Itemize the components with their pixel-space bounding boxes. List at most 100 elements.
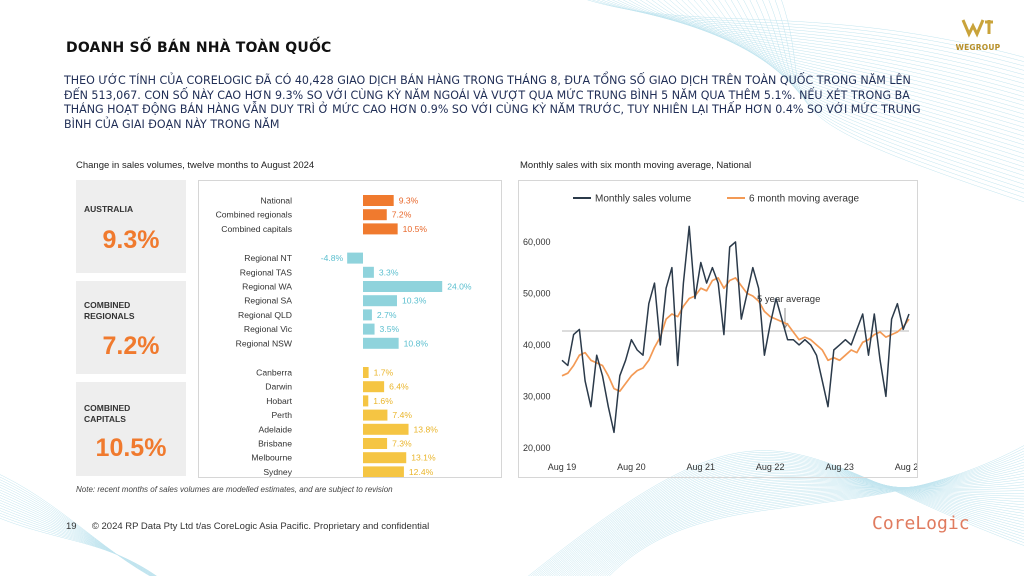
wave-line bbox=[565, 476, 1024, 576]
bar-value-label: 3.3% bbox=[379, 267, 399, 277]
wave-line bbox=[606, 0, 1024, 76]
wave-line bbox=[749, 0, 1024, 181]
kpi-combined-capitals: COMBINED CAPITALS 10.5% bbox=[76, 382, 186, 476]
bar-category-label: Regional NSW bbox=[236, 338, 293, 348]
x-tick-label: Aug 24 bbox=[895, 462, 917, 472]
bar-value-label: 10.8% bbox=[404, 338, 429, 348]
bar-value-label: 10.3% bbox=[402, 296, 427, 306]
wave-line bbox=[551, 466, 1024, 576]
wave-line bbox=[601, 0, 1024, 71]
bar bbox=[363, 452, 407, 464]
bar-value-label: 7.4% bbox=[392, 410, 412, 420]
reference-line-label: 5 year average bbox=[757, 294, 820, 305]
wave-line bbox=[0, 517, 157, 576]
bar-value-label: 13.8% bbox=[414, 424, 439, 434]
wave-line bbox=[0, 510, 156, 576]
wave-line bbox=[730, 0, 1024, 168]
wave-line bbox=[574, 482, 1024, 576]
wave-line bbox=[535, 455, 1024, 576]
x-tick-label: Aug 23 bbox=[825, 462, 854, 472]
wave-line bbox=[634, 0, 1024, 97]
bar-value-label: 3.5% bbox=[380, 324, 400, 334]
bar-value-label: 1.6% bbox=[373, 396, 393, 406]
bar-value-label: 13.1% bbox=[411, 453, 436, 463]
wave-line bbox=[602, 453, 1024, 576]
kpi-label: AUSTRALIA bbox=[84, 204, 133, 215]
bar bbox=[363, 209, 387, 221]
line-chart: 20,000 30,000 40,000 50,000 60,000 Aug 19 Aug … bbox=[523, 194, 923, 473]
wave-line bbox=[0, 512, 157, 576]
bar-category-label: Brisbane bbox=[258, 439, 292, 449]
x-tick-label: Aug 21 bbox=[687, 462, 716, 472]
wave-line bbox=[556, 470, 1024, 576]
bar-category-label: Regional Vic bbox=[244, 324, 293, 334]
wave-line bbox=[651, 0, 1024, 111]
kpi-label-line: COMBINED bbox=[84, 300, 131, 310]
wave-line bbox=[0, 497, 155, 576]
footer: 19 © 2024 RP Data Pty Ltd t/as CoreLogic… bbox=[66, 521, 429, 532]
wave-line bbox=[687, 0, 1024, 137]
bar-category-label: Hobart bbox=[266, 396, 292, 406]
bar bbox=[363, 367, 369, 378]
wave-line bbox=[563, 474, 1024, 576]
wave-line bbox=[558, 471, 1024, 576]
bar-value-label: 6.4% bbox=[389, 382, 409, 392]
wave-line bbox=[681, 0, 1024, 133]
page-number: 19 bbox=[66, 521, 77, 532]
bar-category-label: Canberra bbox=[256, 368, 292, 378]
chart-note: Note: recent months of sales volumes are… bbox=[76, 485, 393, 494]
bar bbox=[363, 195, 394, 206]
wave-line bbox=[639, 0, 1024, 102]
line-chart-frame: 20,000 30,000 40,000 50,000 60,000 Aug 19 Aug … bbox=[518, 180, 923, 478]
series-moving-average bbox=[561, 277, 910, 393]
bar-value-label: 12.4% bbox=[409, 467, 434, 477]
bar bbox=[363, 395, 369, 407]
wave-line bbox=[606, 447, 1024, 576]
bar bbox=[363, 409, 388, 421]
wave-line bbox=[544, 462, 1024, 576]
x-tick-label: Aug 22 bbox=[756, 462, 785, 472]
kpi-label-line: CAPITALS bbox=[84, 414, 126, 424]
bar-chart: National 9.3% Combined regionals 7.2% Combin… bbox=[216, 195, 472, 478]
wave-line bbox=[560, 473, 1024, 576]
bar-value-label: 2.7% bbox=[377, 310, 397, 320]
wave-line bbox=[595, 461, 1024, 576]
wave-line bbox=[705, 0, 1024, 150]
wave-line bbox=[0, 505, 156, 576]
bar-chart-frame: National 9.3% Combined regionals 7.2% Combin… bbox=[198, 180, 502, 478]
wave-line bbox=[567, 478, 1024, 576]
wave-line bbox=[600, 456, 1024, 576]
wave-line bbox=[572, 481, 1024, 576]
intro-paragraph: THEO ƯỚC TÍNH CỦA CORELOGIC ĐÃ CÓ 40,428… bbox=[64, 74, 921, 131]
bar-value-label: 7.2% bbox=[392, 210, 412, 220]
y-tick-label: 20,000 bbox=[523, 443, 551, 453]
bar bbox=[363, 337, 399, 349]
wave-line bbox=[0, 484, 153, 576]
y-tick-label: 60,000 bbox=[523, 237, 551, 247]
wave-line bbox=[570, 479, 1024, 576]
wave-line bbox=[584, 475, 1024, 576]
line-chart-title: Monthly sales with six month moving aver… bbox=[520, 160, 752, 171]
kpi-label-line: COMBINED bbox=[84, 403, 131, 413]
bar-chart-title: Change in sales volumes, twelve months t… bbox=[76, 160, 315, 171]
corelogic-brand: CoreLogic bbox=[872, 513, 970, 534]
slide-title: DOANH SỐ BÁN NHÀ TOÀN QUỐC bbox=[66, 40, 332, 56]
wave-line bbox=[577, 484, 1024, 576]
wave-line bbox=[530, 452, 1024, 576]
bar bbox=[363, 323, 375, 335]
bar-category-label: Adelaide bbox=[259, 424, 293, 434]
bar bbox=[363, 423, 409, 435]
wave-line bbox=[593, 464, 1024, 576]
wave-line bbox=[549, 465, 1024, 576]
bar-category-label: Regional SA bbox=[244, 296, 292, 306]
kpi-label-line: REGIONALS bbox=[84, 311, 135, 321]
logo-mark-icon bbox=[961, 19, 993, 38]
legend-label: Monthly sales volume bbox=[595, 194, 692, 205]
wave-line bbox=[669, 0, 1024, 124]
wave-line bbox=[590, 467, 1024, 576]
wave-line bbox=[623, 0, 1024, 89]
wave-line bbox=[675, 0, 1024, 128]
wegroup-logo: WEGROUP bbox=[948, 18, 1008, 52]
kpi-combined-regionals: COMBINED REGIONALS 7.2% bbox=[76, 281, 186, 374]
wave-line bbox=[539, 458, 1024, 576]
